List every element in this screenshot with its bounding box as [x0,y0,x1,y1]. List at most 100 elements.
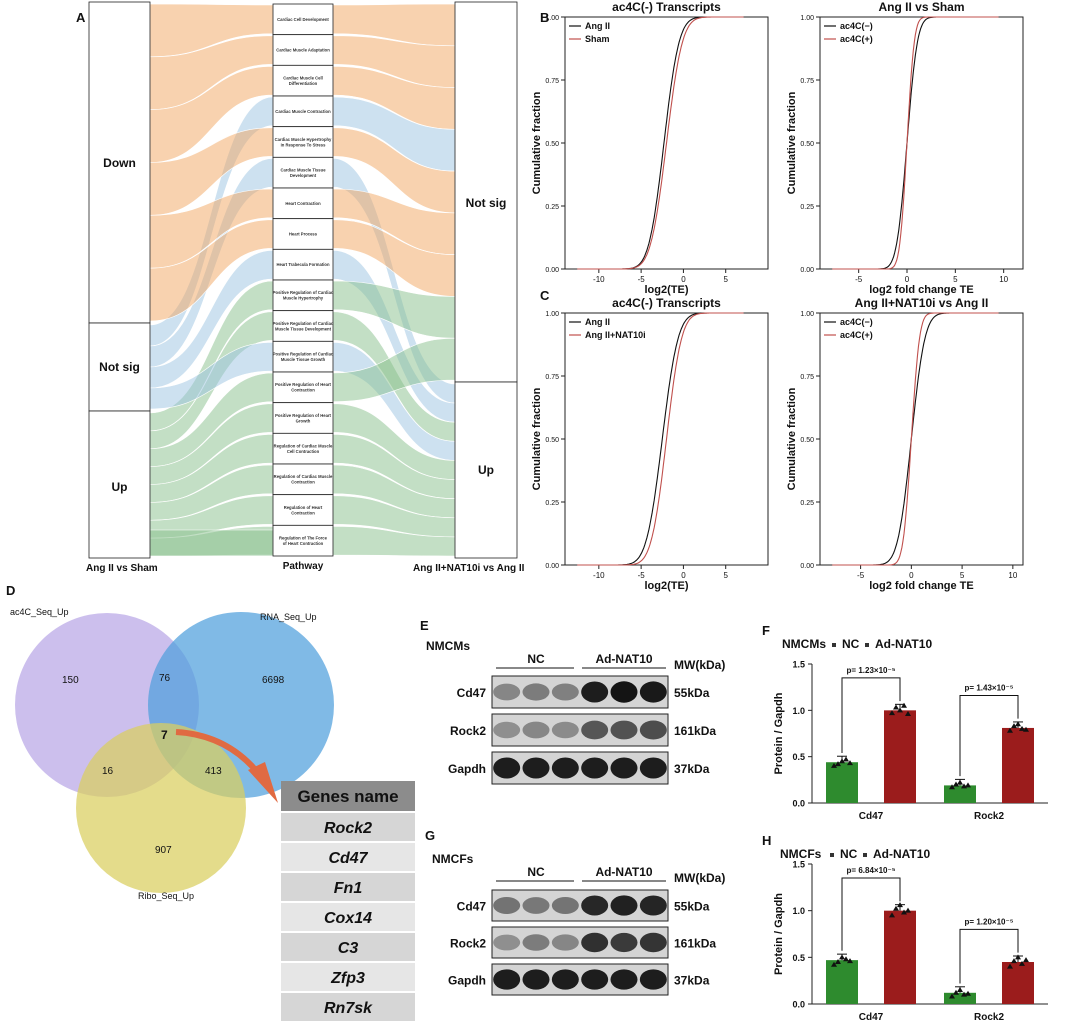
chart-c-right-title: Ang II+NAT10i vs Ang II [855,296,989,310]
blot-e-mw-label: 161kDa [674,724,716,738]
chart-c-left-title: ac4C(-) Transcripts [612,296,721,310]
sankey-node-left-down [88,1,151,324]
blot-g-band [493,897,521,914]
pathway-label: Heart Contraction [285,201,321,206]
axis-label-left: Ang II vs Sham [86,563,158,574]
bar-h-ytick-label: 0.0 [792,1000,805,1010]
bar-h-datapoint [893,905,899,911]
blot-e-band [493,683,521,701]
blot-e-band [581,757,609,779]
pathway-label: Cardiac Muscle Cell [283,75,323,80]
bar-f-datapoint [839,758,845,764]
pathway-label: Positive Regulation of Cardiac [273,351,334,356]
blot-e-band [493,721,521,739]
bar-h-datapoint [843,956,849,962]
blot-e-band [610,681,638,703]
chart-b-left-legend-label: Ang II [585,21,610,31]
chart-b-right-xlabel: log2 fold change TE [869,284,974,296]
bar-h-legend-nat10: Ad-NAT10 [873,847,930,861]
blot-g-band [610,932,638,953]
chart-c-left-ytick-label: 0.00 [545,563,559,570]
blot-g-mw-label: 161kDa [674,937,716,951]
bar-f-xtick-label: Rock2 [974,811,1004,822]
blot-e-cell-label: NMCMs [426,639,470,653]
bar-f-bracket [959,695,1019,777]
bar-f-pvalue: p= 1.43×10⁻⁵ [965,684,1014,693]
pathway-label: In Response To Stress [281,142,327,147]
chart-b-right-xtick-label: 5 [953,275,958,284]
chart-c-left-ytick-label: 0.50 [545,437,559,444]
pathway-node-15 [272,463,334,496]
blot-g-band [639,969,667,990]
genes-table: Genes name Rock2 Cd47 Fn1 Cox14 C3 Zfp3 Rn7sk [281,781,415,1021]
bar-f-ytick-label: 0.0 [792,799,805,809]
blot-g-band [493,934,521,951]
gene-name: Rn7sk [324,1000,373,1017]
bar-f-datapoint [847,760,853,766]
bar-h-datapoint [1007,963,1013,969]
chart-b-left-xtick-label: -5 [638,275,646,284]
pathway-label: Growth [296,418,311,423]
chart-c-left-xtick-label: 0 [681,571,686,580]
blot-e-band [610,757,638,779]
pathway-node-13 [272,402,334,434]
bar-f-ytick-label: 0.5 [792,752,805,762]
chart-b-left-xtick-label: 5 [723,275,728,284]
pathway-label: Muscle Hypertrophy [283,296,324,301]
blot-g-letter: G [425,828,435,843]
chart-b-right-title: Ang II vs Sham [878,0,964,14]
blot-g-band [639,895,667,916]
bar-f-datapoint [835,761,841,767]
gene-name: Cox14 [324,910,372,927]
blot-g-blot-strip [491,889,669,922]
chart-c-right-ytick-label: 0.75 [800,374,814,381]
node-label-right-notsig: Not sig [466,196,507,210]
blot-e-band [581,681,609,703]
chart-c-left-xtick-label: 5 [723,571,728,580]
panel-h-bar-chart: H NMCFs NC Ad-NAT10 0.0 0.5 1.0 1.5 Protein / Ga… [762,833,1048,1023]
bar-h-bracket [841,877,901,951]
chart-b-right-ylabel: Cumulative fraction [786,91,798,194]
node-label-right-up: Up [478,463,494,477]
chart-c-right-xtick-label: 5 [960,571,965,580]
blot-e-mw-label: 37kDa [674,762,710,776]
bar-f-datapoint [949,784,955,790]
blot-e-band [639,681,667,703]
pathway-label: Regulation of Cardiac Muscle [274,474,333,479]
bar-f-datapoint [901,702,907,708]
pathway-label: Positive Regulation of Heart [275,413,331,418]
bar-h-datapoint [957,987,963,992]
blot-g-mw-label: 55kDa [674,900,710,914]
chart-c-left-xtick-label: -5 [638,571,646,580]
bar-f-datapoint [831,762,837,768]
bar-h-datapoint [905,907,911,913]
chart-b-left-xtick-label: 0 [681,275,686,284]
chart-c-right-legend-label: ac4C(−) [840,317,873,327]
bar-f-legend-dot [865,643,869,647]
pathway-node-5 [272,156,334,189]
chart-b-right-ytick-label: 1.00 [800,15,814,22]
chart-c-left-series-0 [577,312,744,566]
pathway-label: Contraction [291,388,315,393]
genes-table-row [281,993,415,1021]
venn-label-ac4c: ac4C_Seq_Up [10,607,69,617]
bar-h-datapoint [953,989,959,995]
pathway-label: Differentiation [289,81,318,86]
venn-label-rna: RNA_Seq_Up [260,612,317,622]
pathway-nodes: Cardiac Cell Development Cardiac Muscle A… [272,3,334,557]
bar-f-bar [884,710,916,803]
bar-f-legend-cell: NMCMs [782,637,826,651]
chart-b-left-title: ac4C(-) Transcripts [612,0,721,14]
blot-e-mw-header: MW(kDa) [674,658,725,672]
blot-e-protein-label: Gapdh [448,762,486,776]
pathway-node-3 [272,95,334,128]
bar-f-datapoint [889,710,895,716]
bar-f-datapoint [1007,727,1013,733]
bar-h-datapoint [847,958,853,964]
blot-g-band [551,897,579,914]
bar-h-datapoint [949,993,955,999]
blot-e-blot-strip [491,751,669,785]
chart-b-right-ytick-label: 0.50 [800,141,814,148]
chart-c-right-ytick-label: 0.00 [800,563,814,570]
bar-f-letter: F [762,623,770,638]
